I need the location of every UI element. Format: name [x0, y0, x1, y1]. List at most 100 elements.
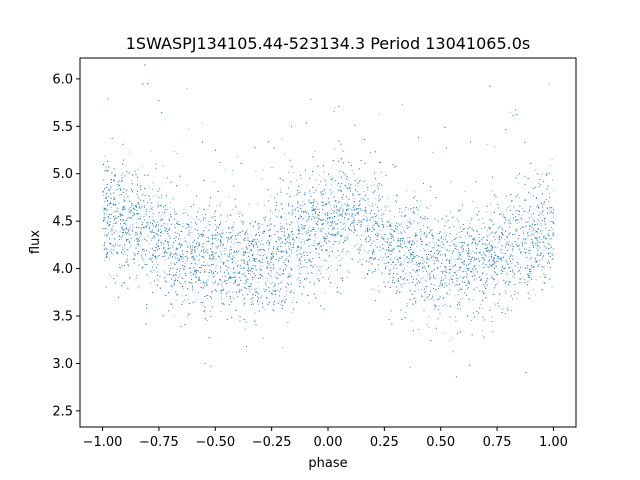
data-point [318, 217, 320, 219]
data-point [124, 250, 125, 252]
data-point [264, 309, 266, 311]
data-point [458, 241, 459, 243]
data-point [311, 219, 313, 221]
data-point [470, 259, 472, 261]
data-point [137, 198, 139, 200]
data-point [458, 303, 459, 305]
data-point [493, 271, 495, 272]
data-point [360, 238, 361, 240]
data-point [238, 277, 240, 279]
data-point [441, 279, 443, 281]
data-point [526, 256, 528, 258]
data-point [216, 284, 218, 286]
data-point [540, 252, 542, 254]
data-point [535, 230, 536, 232]
data-point [130, 224, 132, 226]
data-point [372, 191, 374, 193]
data-point [353, 208, 355, 210]
data-point [399, 224, 401, 226]
data-point [302, 239, 304, 241]
data-point [216, 240, 218, 242]
data-point [334, 107, 336, 109]
data-point [465, 235, 467, 237]
data-point [517, 175, 519, 177]
data-point [112, 228, 114, 230]
data-point [300, 178, 302, 180]
data-point [428, 245, 430, 247]
data-point [537, 236, 539, 238]
data-point [532, 218, 534, 220]
data-point [304, 242, 306, 244]
data-point [225, 247, 227, 249]
data-point [458, 290, 460, 292]
data-point [413, 270, 415, 271]
data-point [129, 151, 130, 153]
data-point [393, 239, 395, 241]
data-point [483, 266, 485, 268]
data-point [352, 259, 354, 261]
data-point [494, 263, 496, 265]
data-point [266, 265, 268, 267]
data-point [243, 252, 245, 254]
data-point [270, 223, 272, 225]
data-point [152, 253, 154, 255]
data-point [276, 230, 278, 232]
data-point [289, 267, 291, 269]
data-point [333, 212, 335, 214]
data-point [409, 367, 411, 368]
data-point [119, 264, 121, 266]
data-point [264, 253, 266, 255]
data-point [486, 274, 488, 276]
data-point [213, 252, 215, 254]
data-point [108, 232, 109, 234]
data-point [255, 265, 256, 267]
data-point [419, 250, 421, 251]
data-point [285, 291, 287, 292]
data-point [232, 255, 234, 257]
data-point [242, 254, 244, 256]
data-point [221, 302, 223, 304]
data-point [321, 265, 323, 267]
data-point [287, 275, 289, 277]
data-point [463, 247, 464, 249]
data-point [466, 250, 467, 252]
data-point [310, 261, 312, 263]
data-point [538, 241, 540, 243]
data-point [482, 262, 484, 264]
data-point [319, 218, 321, 220]
data-point [130, 246, 132, 248]
data-point [411, 319, 413, 321]
data-point [332, 233, 334, 235]
data-point [105, 213, 107, 215]
data-point [401, 238, 403, 239]
data-point [391, 251, 393, 253]
data-point [257, 299, 258, 301]
data-point [175, 300, 177, 301]
data-point [111, 248, 112, 250]
data-point [552, 235, 553, 237]
data-point [538, 220, 540, 222]
data-point [416, 269, 418, 271]
data-point [160, 225, 162, 227]
data-point [345, 238, 347, 240]
data-point [380, 249, 382, 251]
data-point [196, 248, 198, 250]
data-point [429, 298, 430, 300]
data-point [512, 200, 513, 202]
data-point [322, 201, 324, 203]
data-point [195, 271, 197, 273]
data-point [379, 229, 381, 231]
data-point [307, 230, 309, 231]
data-point [409, 218, 410, 220]
data-point [372, 203, 374, 205]
data-point [314, 240, 316, 242]
data-point [314, 263, 316, 265]
data-point [132, 227, 134, 229]
data-point [486, 239, 487, 241]
data-point [240, 235, 242, 237]
data-point [106, 186, 108, 188]
data-point [431, 235, 433, 237]
data-point [532, 241, 534, 243]
data-point [490, 232, 492, 234]
data-point [541, 232, 543, 234]
